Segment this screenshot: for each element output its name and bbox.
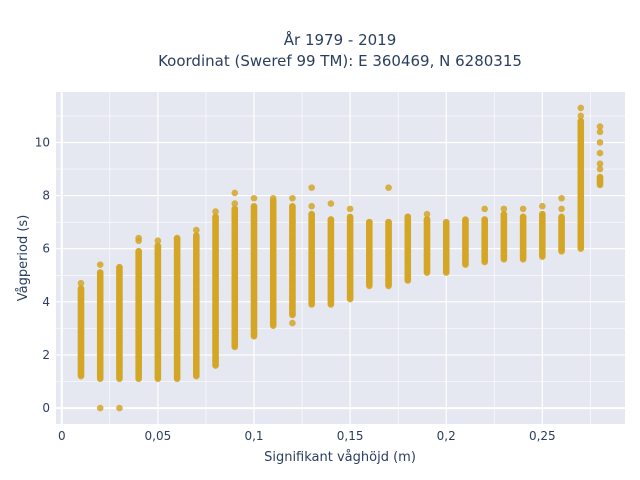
data-point [385, 184, 392, 191]
data-point [366, 218, 373, 226]
data-point [289, 202, 296, 210]
data-point [96, 269, 104, 276]
x-tick-label: 0,15 [337, 429, 364, 443]
data-point [481, 216, 488, 223]
data-point [308, 202, 315, 210]
y-axis-title: Vågperiod (s) [16, 215, 31, 302]
data-point [308, 184, 315, 191]
y-tick-label: 8 [42, 189, 50, 203]
data-point [250, 194, 258, 202]
x-axis-title: Signifikant våghöjd (m) [264, 450, 416, 465]
data-point [539, 210, 546, 218]
x-tick-label: 0,25 [529, 429, 556, 443]
data-point [212, 208, 219, 215]
data-point [96, 261, 104, 268]
x-axis-ticks: 0 0,05 0,1 0,15 0,2 0,25 [58, 429, 556, 443]
y-tick-label: 6 [42, 242, 50, 256]
data-point [500, 210, 508, 218]
data-point [212, 213, 219, 221]
x-tick-label: 0,2 [437, 429, 456, 443]
data-point [558, 213, 565, 221]
data-point [577, 104, 585, 112]
data-point [327, 200, 335, 207]
data-point [269, 194, 277, 202]
data-point [289, 194, 296, 202]
data-point [577, 117, 585, 125]
data-point [193, 226, 200, 234]
data-point [500, 205, 508, 213]
data-point [231, 200, 239, 207]
data-point [193, 232, 200, 239]
data-point [116, 404, 123, 412]
chart-title-line1: År 1979 - 2019 [284, 30, 397, 49]
data-point [596, 139, 604, 146]
chart-title-line2: Koordinat (Sweref 99 TM): E 360469, N 62… [158, 52, 522, 70]
data-point [577, 112, 585, 120]
data-point [596, 160, 604, 168]
data-point [289, 319, 296, 327]
data-point [404, 213, 412, 221]
x-tick-label: 0 [58, 429, 66, 443]
data-point [596, 173, 604, 181]
plot-area [56, 92, 625, 424]
y-tick-label: 2 [42, 348, 50, 362]
data-points [77, 104, 604, 412]
data-point [423, 210, 431, 218]
data-point [135, 234, 142, 242]
data-point [423, 216, 431, 223]
data-point [327, 216, 335, 223]
data-point [116, 263, 123, 271]
data-point [77, 279, 85, 287]
data-point [250, 202, 258, 210]
data-point [442, 218, 450, 226]
data-point [596, 149, 604, 157]
data-point [231, 189, 239, 197]
x-tick-label: 0,1 [244, 429, 263, 443]
data-point [519, 213, 527, 221]
data-point [596, 165, 604, 173]
data-point [77, 285, 85, 292]
data-point [385, 218, 392, 226]
data-point [173, 234, 181, 242]
y-tick-label: 4 [42, 295, 50, 309]
data-point [154, 237, 162, 245]
data-point [596, 128, 604, 136]
data-point [231, 205, 239, 213]
data-point [346, 213, 354, 221]
data-point [519, 205, 527, 213]
y-tick-label: 0 [42, 401, 50, 415]
data-point [462, 216, 469, 223]
data-point [596, 123, 604, 130]
data-point [346, 205, 354, 213]
data-point [135, 248, 142, 255]
x-tick-label: 0,05 [145, 429, 172, 443]
data-point [558, 194, 565, 202]
y-axis-ticks: 0 2 4 6 8 10 [35, 135, 50, 415]
data-point [539, 202, 546, 210]
y-tick-label: 10 [35, 135, 50, 149]
data-point [308, 210, 315, 218]
data-point [558, 205, 565, 213]
data-point [154, 242, 162, 250]
data-point [481, 205, 488, 213]
data-point [96, 404, 104, 412]
